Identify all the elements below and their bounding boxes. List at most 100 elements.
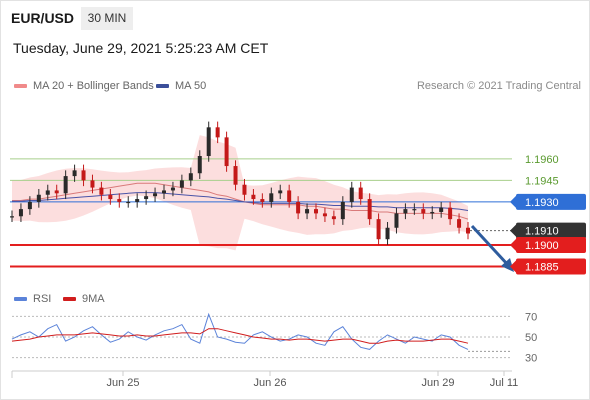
candle-body xyxy=(430,211,435,214)
x-tick-label-Jun 29: Jun 29 xyxy=(421,377,454,389)
rsi-ma-swatch-icon xyxy=(63,297,76,301)
level-tag-pointer-1.1900 xyxy=(510,238,516,251)
candle-body xyxy=(188,173,193,181)
credit-text: Research © 2021 Trading Central xyxy=(416,80,581,92)
candle-body xyxy=(224,137,229,167)
candle-body xyxy=(421,209,426,214)
candle-body xyxy=(162,190,166,194)
candle-body xyxy=(233,166,238,185)
candle-body xyxy=(448,207,453,220)
candle-body xyxy=(385,227,390,240)
x-tick-label-Jul 11: Jul 11 xyxy=(490,377,519,389)
candle-body xyxy=(287,190,292,202)
x-tick-label-Jun 25: Jun 25 xyxy=(106,377,139,389)
timeframe-badge[interactable]: 30 MIN xyxy=(81,7,133,30)
arrow-shaft xyxy=(470,224,510,267)
candle-body xyxy=(457,219,462,228)
candle-body xyxy=(439,207,444,212)
candle-body xyxy=(197,156,202,174)
candle-body xyxy=(135,199,140,202)
bollinger-swatch-icon xyxy=(14,84,27,88)
rsi-tick-30: 30 xyxy=(525,353,537,365)
instrument-title: EUR/USD xyxy=(11,10,75,26)
candle-body xyxy=(376,219,381,240)
legend-ma50: MA 50 xyxy=(156,80,206,92)
moving-averages xyxy=(12,182,469,220)
candle-body xyxy=(45,190,50,195)
candle-body xyxy=(63,176,68,194)
level-tag-pointer-1.1885 xyxy=(510,260,516,273)
legend-rsi-ma: 9MA xyxy=(63,293,105,305)
candle-body xyxy=(10,216,14,218)
level-tag-1.1910 xyxy=(516,222,586,239)
price-levels xyxy=(10,158,512,268)
candle-body xyxy=(340,201,345,220)
rsi-swatch-icon xyxy=(14,297,27,301)
level-tag-pointer-1.1930 xyxy=(510,195,516,208)
candle-body xyxy=(144,196,149,200)
level-tag-1.1885 xyxy=(516,258,586,275)
bollinger-band-area xyxy=(12,135,468,251)
level-label-1.1900: 1.1900 xyxy=(525,240,559,252)
ma20-line xyxy=(12,182,469,220)
x-axis: Jun 25 Jun 26 Jun 29 Jul 11 xyxy=(11,370,519,389)
level-label-1.1885: 1.1885 xyxy=(525,261,559,273)
candle-body xyxy=(117,199,122,202)
legend-ma50-label: MA 50 xyxy=(175,80,207,92)
candle-body xyxy=(18,209,23,217)
candle-body xyxy=(99,187,104,195)
level-label-1.1960: 1.1960 xyxy=(525,154,559,166)
legend-bollinger: MA 20 + Bollinger Bands xyxy=(14,80,154,92)
candle-body xyxy=(269,193,274,202)
level-tag-1.1900 xyxy=(516,236,586,253)
rsi-line xyxy=(11,312,469,350)
candle-body xyxy=(394,213,399,228)
candle-body xyxy=(251,194,256,200)
candle-body xyxy=(153,193,158,197)
candle-body xyxy=(331,216,336,220)
candle-body xyxy=(179,180,184,188)
rsi-tick-70: 70 xyxy=(525,311,537,323)
rsi-panel: 70 50 30 xyxy=(11,311,537,365)
candle-body xyxy=(206,127,211,157)
bollinger-band xyxy=(12,135,468,251)
arrow-head-icon xyxy=(501,258,514,272)
legend-rsi: RSI xyxy=(14,293,51,305)
rsi-ma-line xyxy=(11,328,469,344)
ma50-swatch-icon xyxy=(156,84,169,88)
candle-body xyxy=(27,201,32,210)
rsi-tick-50: 50 xyxy=(525,332,537,344)
candle-body xyxy=(367,199,372,220)
level-labels: 1.1960 1.1945 1.1930 1.1910 1.1900 1.1885 xyxy=(510,154,586,275)
candle-body xyxy=(403,209,408,214)
candle-body xyxy=(314,209,318,214)
candle-body xyxy=(412,209,417,211)
candle-body xyxy=(322,213,327,217)
candle-body xyxy=(305,209,310,214)
level-label-1.1930: 1.1930 xyxy=(525,197,559,209)
chart-datetime: Tuesday, June 29, 2021 5:25:23 AM CET xyxy=(13,40,269,56)
level-tag-1.1930 xyxy=(516,193,586,210)
level-label-1.1910: 1.1910 xyxy=(525,226,559,238)
ma50-line xyxy=(12,192,469,211)
candle-body xyxy=(81,170,86,181)
candle-body xyxy=(54,190,59,194)
candles xyxy=(10,121,470,245)
candle-body xyxy=(349,187,354,202)
candle-body xyxy=(126,201,131,204)
candle-body xyxy=(296,201,301,214)
candle-body xyxy=(358,187,363,200)
candle-body xyxy=(278,190,283,194)
forecast-arrow xyxy=(470,224,514,272)
x-tick-label-Jun 26: Jun 26 xyxy=(253,377,286,389)
legend-rsi-ma-label: 9MA xyxy=(82,293,105,305)
level-label-1.1945: 1.1945 xyxy=(525,175,559,187)
candle-body xyxy=(466,227,470,234)
candle-body xyxy=(36,194,41,202)
candle-body xyxy=(108,194,113,200)
candle-body xyxy=(72,170,77,177)
candle-body xyxy=(170,187,175,191)
candle-body xyxy=(260,199,265,202)
level-tag-pointer-1.1910 xyxy=(510,224,516,237)
